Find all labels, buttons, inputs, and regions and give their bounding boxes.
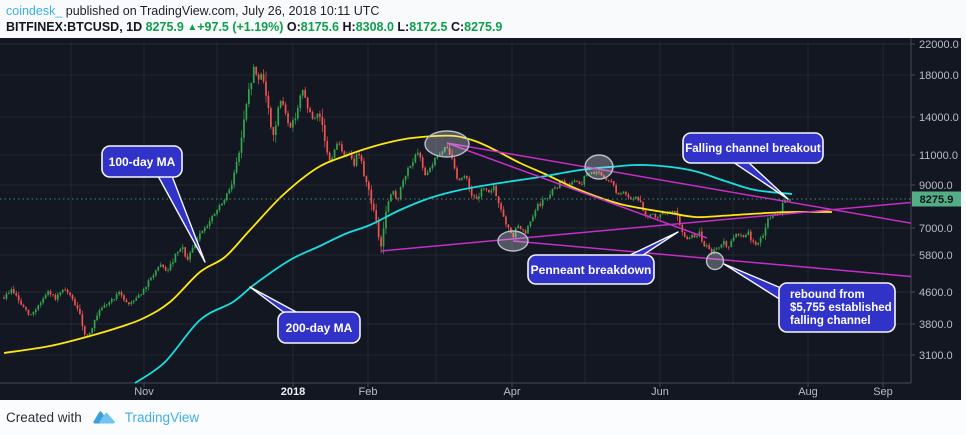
svg-text:8275.9: 8275.9 xyxy=(920,194,954,206)
tradingview-link[interactable]: TradingView xyxy=(124,410,200,425)
y-axis-label: 3100.0 xyxy=(919,350,953,362)
callout-pennant-breakdown-balloon xyxy=(527,254,655,285)
callout-rebound-text: $5,755 established xyxy=(790,302,892,314)
y-axis-label: 4600.0 xyxy=(919,287,953,299)
callout-100day-ma-balloon xyxy=(101,145,183,178)
author-link[interactable]: coindesk_ xyxy=(6,4,63,18)
trendlines xyxy=(380,142,911,278)
trendline-falling-channel-upper xyxy=(446,142,911,224)
open-value: 8175.6 xyxy=(300,20,340,34)
callout-rebound-text: falling channel xyxy=(790,315,871,327)
change-value: +97.5 (+1.19%) xyxy=(197,20,284,34)
high-value: 8308.0 xyxy=(355,20,394,34)
june-low-highlight xyxy=(705,251,725,271)
x-axis-label: Apr xyxy=(503,386,520,398)
y-axis-label: 3800.0 xyxy=(919,319,953,331)
publication-line: coindesk_ published on TradingView.com, … xyxy=(6,3,966,19)
x-axis-label: 2018 xyxy=(281,386,305,398)
published-info: published on TradingView.com, July 26, 2… xyxy=(62,4,380,18)
publication-header: coindesk_ published on TradingView.com, … xyxy=(0,0,966,38)
attribution-footer: Created with TradingView xyxy=(0,400,966,435)
close-label: C: xyxy=(450,20,465,34)
open-label: O: xyxy=(286,20,301,34)
y-axis-label: 9000.0 xyxy=(919,180,953,192)
may-peak-highlight xyxy=(584,154,614,180)
chart-canvas: 8275.9 22000.0 18000.0 14000.0 11000.0 9000.0… xyxy=(0,38,961,400)
trendline-pennant-upper xyxy=(446,142,708,239)
march-peak-highlight xyxy=(424,130,470,158)
close-value: 8275.9 xyxy=(464,20,503,34)
x-axis: Nov 2018 Feb Apr Jun Aug Sep xyxy=(134,383,893,398)
callout-pennant-breakdown-text: Penneant breakdown xyxy=(531,263,652,277)
callout-rebound-text: rebound from xyxy=(790,289,865,301)
callout-200day-ma[interactable]: 200-day MA xyxy=(249,286,361,344)
callout-rebound-balloon xyxy=(778,282,896,333)
x-axis-label: Feb xyxy=(359,386,378,398)
low-value: 8172.5 xyxy=(409,20,448,34)
x-axis-label: Jun xyxy=(651,386,669,398)
callout-100day-ma-tail xyxy=(157,175,206,263)
last-price-value: 8275.9 xyxy=(145,20,184,34)
x-axis-label: Aug xyxy=(798,386,818,398)
callout-200day-ma-balloon xyxy=(277,311,361,344)
y-axis-label: 22000.0 xyxy=(919,39,959,51)
symbol-name: BITFINEX:BTCUSD, 1D xyxy=(6,20,143,34)
grid xyxy=(0,42,911,383)
created-with-label: Created with xyxy=(6,410,82,425)
last-price-label: 8275.9 xyxy=(912,191,961,207)
callout-falling-channel-breakout-text: Falling channel breakout xyxy=(685,143,821,155)
low-label: L: xyxy=(397,20,410,34)
april-low-highlight xyxy=(497,230,529,252)
y-axis-label: 11000.0 xyxy=(919,150,958,162)
high-label: H: xyxy=(342,20,356,34)
up-arrow-icon: ▲ xyxy=(187,22,198,33)
candlestick-series xyxy=(3,64,791,337)
callout-falling-channel-breakout-balloon xyxy=(682,132,824,164)
y-axis-label: 5800.0 xyxy=(919,250,953,262)
x-axis-label: Sep xyxy=(873,386,893,398)
price-chart: 8275.9 22000.0 18000.0 14000.0 11000.0 9000.0… xyxy=(0,38,961,398)
callout-200day-ma-text: 200-day MA xyxy=(286,321,353,335)
axis-frame xyxy=(0,38,912,384)
trendline-pennant-lower-rising xyxy=(380,201,911,252)
ma100-line xyxy=(3,134,833,354)
ma200-line xyxy=(134,164,793,384)
callout-pennant-breakdown[interactable]: Penneant breakdown xyxy=(527,231,679,285)
x-axis-label: Nov xyxy=(134,386,154,398)
y-axis-label: 18000.0 xyxy=(919,70,959,82)
y-axis: 22000.0 18000.0 14000.0 11000.0 9000.0 7000.0… xyxy=(911,39,959,362)
callout-falling-channel-breakout[interactable]: Falling channel breakout xyxy=(682,132,824,200)
callout-100day-ma[interactable]: 100-day MA xyxy=(101,145,206,263)
trendline-falling-channel-lower xyxy=(512,240,911,278)
y-axis-label: 7000.0 xyxy=(919,223,953,235)
symbol-line: BITFINEX:BTCUSD, 1D 8275.9 ▲+97.5 (+1.19… xyxy=(6,19,966,37)
tradingview-logo-icon xyxy=(93,411,115,424)
callout-100day-ma-text: 100-day MA xyxy=(109,155,176,169)
y-axis-label: 14000.0 xyxy=(919,112,959,124)
